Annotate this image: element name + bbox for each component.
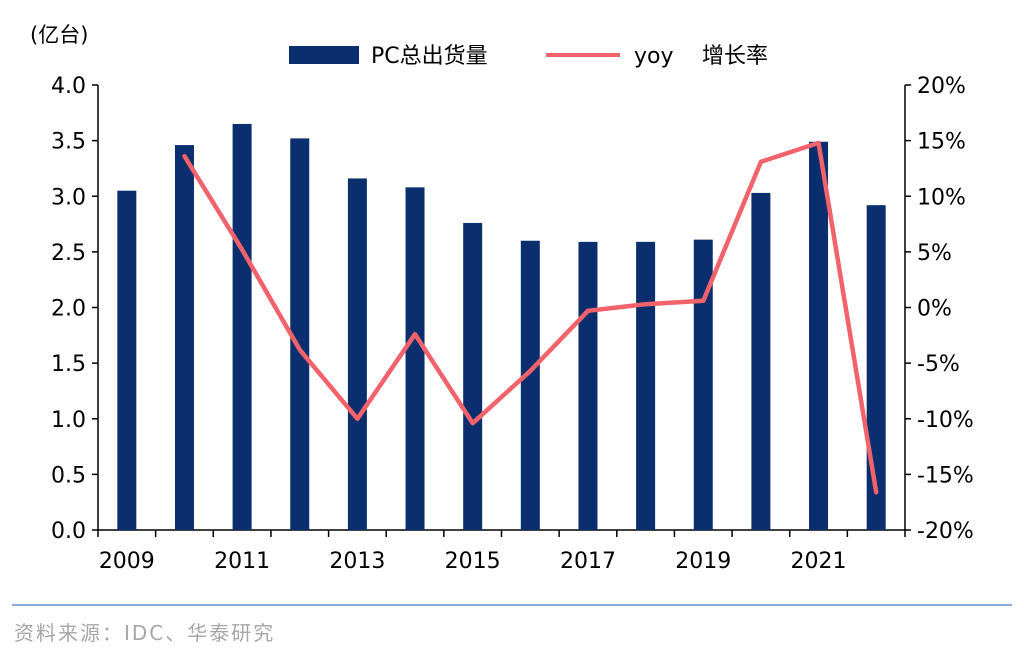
legend-swatch-bar [289, 46, 359, 64]
bar [578, 241, 598, 531]
legend-label-line: yoy [634, 44, 674, 69]
legend: PC总出货量 yoy 增长率 [289, 44, 768, 69]
x-tick-label: 2009 [99, 549, 155, 574]
legend-label-bar: PC总出货量 [371, 44, 488, 69]
bar [693, 239, 713, 530]
y-left-tick-label: 3.0 [51, 185, 86, 210]
y-left-tick-label: 2.0 [51, 297, 86, 322]
y-right-tick-label: -15% [917, 463, 974, 488]
y-left-tick-label: 0.5 [51, 463, 86, 488]
y-axis-unit-label: (亿台) [30, 23, 88, 47]
bar [520, 240, 540, 530]
bar [174, 145, 194, 530]
y-right-tick-label: 20% [917, 74, 966, 99]
yoy-line [182, 140, 879, 495]
bar [636, 241, 656, 531]
x-tick-label: 2011 [214, 549, 270, 574]
bar [751, 192, 771, 530]
bar [463, 222, 483, 530]
y-right-tick-label: 15% [917, 130, 966, 155]
y-right-tick-label: -20% [917, 519, 974, 544]
source-note: 资料来源：IDC、华泰研究 [14, 621, 275, 645]
y-right-tick-label: 10% [917, 185, 966, 210]
y-left-tick-label: 1.0 [51, 408, 86, 433]
y-left-tick-label: 1.5 [51, 352, 86, 377]
bar [290, 138, 310, 530]
y-left-tick-label: 2.5 [51, 241, 86, 266]
y-right-tick-label: -5% [917, 352, 960, 377]
bar [866, 205, 886, 530]
x-tick-label: 2021 [791, 549, 847, 574]
bar [347, 178, 367, 530]
legend-label-growth: 增长率 [702, 44, 768, 69]
y-left-tick-label: 3.5 [51, 130, 86, 155]
bar [405, 187, 425, 530]
y-right-tick-label: 5% [917, 241, 952, 266]
y-right-tick-label: -10% [917, 408, 974, 433]
bar [809, 141, 829, 531]
y-left-tick-label: 0.0 [51, 519, 86, 544]
x-tick-label: 2015 [445, 549, 501, 574]
x-tick-label: 2019 [675, 549, 731, 574]
bar [232, 123, 252, 530]
plot-area: 0.0 0.5 1.0 1.5 2.0 2.5 3.0 3.5 4.0 -20% -15% -10% -… [51, 74, 974, 574]
x-tick-label: 2017 [560, 549, 616, 574]
y-right-tick-label: 0% [917, 297, 952, 322]
x-tick-label: 2013 [329, 549, 385, 574]
y-left-tick-label: 4.0 [51, 74, 86, 99]
bar [117, 190, 137, 530]
